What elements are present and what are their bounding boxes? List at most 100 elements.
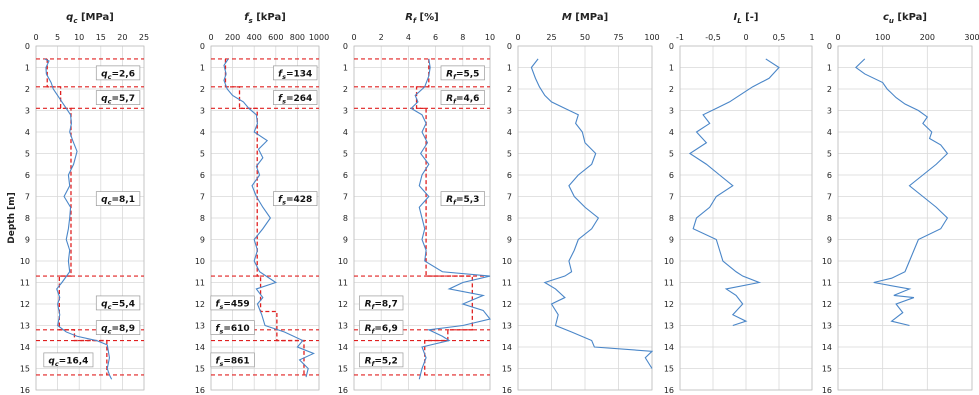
y-tick-label: 8	[669, 214, 674, 223]
y-tick-label: 3	[343, 107, 348, 116]
layer-label-box	[95, 90, 141, 105]
x-tick-label: 15	[96, 33, 106, 42]
y-tick-label: 1	[200, 64, 205, 73]
y-tick-label: 6	[343, 171, 348, 180]
label-symbol: q	[101, 69, 108, 79]
y-tick-label: 2	[200, 85, 205, 94]
x-tick-label: 0	[351, 33, 356, 42]
label-value: =610	[223, 324, 249, 334]
y-axis-label: Depth [m]	[7, 192, 17, 243]
label-symbol: R	[365, 356, 372, 366]
chart-title: qc [MPa]	[66, 12, 114, 25]
x-tick-label: 5	[55, 33, 60, 42]
layer-label-box	[359, 295, 404, 311]
label-symbol: R	[446, 195, 453, 205]
label-subscript: c	[108, 73, 112, 81]
label-subscript: c	[55, 360, 59, 368]
x-tick-label: 200	[920, 33, 935, 42]
chart-title: IL [-]	[734, 12, 759, 25]
label-subscript: c	[108, 98, 112, 106]
y-tick-label: 2	[669, 85, 674, 94]
layer-label-box	[359, 352, 404, 368]
label-value: =5,7	[111, 94, 134, 104]
y-tick-label: 2	[827, 85, 832, 94]
x-tick-label: 75	[613, 33, 623, 42]
title-unit: [-]	[742, 12, 759, 23]
layer-label-box	[95, 295, 141, 311]
y-tick-label: 11	[338, 279, 348, 288]
layer-label-box	[273, 191, 318, 206]
label-value: =8,9	[111, 324, 134, 334]
layer-label: qc=5,4	[101, 299, 135, 311]
label-symbol: q	[101, 195, 108, 205]
y-tick-label: 3	[507, 107, 512, 116]
y-tick-label: 16	[20, 386, 30, 395]
chart-panel-cu: cu [kPa]0 100 200 3000123456789101112131415…	[822, 12, 979, 395]
x-tick-label: 0	[515, 33, 520, 42]
y-tick-label: 14	[20, 343, 30, 352]
y-tick-label: 1	[827, 64, 832, 73]
x-tick-label: 100	[875, 33, 890, 42]
y-tick-label: 7	[669, 193, 674, 202]
y-tick-label: 15	[20, 365, 30, 374]
y-tick-label: 5	[507, 150, 512, 159]
y-tick-label: 15	[822, 365, 832, 374]
measured-profile-line	[410, 58, 491, 380]
y-tick-label: 15	[664, 365, 674, 374]
label-value: =16,4	[59, 356, 89, 366]
layer-label-box	[440, 191, 485, 206]
label-subscript: f	[453, 98, 457, 106]
label-subscript: f	[453, 73, 457, 81]
x-tick-label: 800	[290, 33, 305, 42]
y-tick-label: 5	[343, 150, 348, 159]
plot-area	[210, 45, 320, 391]
y-tick-label: 11	[195, 279, 205, 288]
layer-label-box	[273, 65, 318, 81]
y-tick-label: 11	[20, 279, 30, 288]
title-subscript: c	[73, 17, 78, 25]
y-tick-label: 14	[822, 343, 832, 352]
label-value: =861	[223, 356, 249, 366]
y-tick-label: 2	[507, 85, 512, 94]
layer-label: Rf=5,3	[446, 195, 479, 207]
y-tick-label: 14	[338, 343, 348, 352]
y-tick-label: 5	[25, 150, 30, 159]
y-tick-label: 9	[25, 236, 30, 245]
title-unit: [kPa]	[253, 12, 286, 23]
y-tick-label: 6	[25, 171, 30, 180]
layer-label: Rf=8,7	[365, 299, 398, 311]
title-subscript: s	[249, 17, 253, 25]
chart-title: cu [kPa]	[883, 12, 927, 25]
y-tick-label: 8	[200, 214, 205, 223]
label-symbol: R	[365, 299, 372, 309]
label-symbol: f	[278, 195, 283, 205]
y-tick-label: 3	[25, 107, 30, 116]
design-profile-line	[415, 58, 473, 375]
label-symbol: R	[446, 69, 453, 79]
label-subscript: s	[282, 199, 286, 207]
measured-profile-line	[223, 58, 315, 378]
y-tick-label: 13	[664, 322, 674, 331]
label-value: =5,3	[456, 195, 479, 205]
y-tick-label: 2	[25, 85, 30, 94]
layer-label: qc=8,9	[101, 324, 135, 336]
label-value: =6,9	[374, 324, 397, 334]
label-symbol: f	[278, 69, 283, 79]
label-subscript: s	[219, 303, 223, 311]
x-tick-label: 1000	[309, 33, 329, 42]
label-value: =5,4	[111, 299, 134, 309]
x-tick-label: 4	[406, 33, 411, 42]
y-tick-label: 5	[200, 150, 205, 159]
x-tick-label: 400	[247, 33, 262, 42]
chart-title: fs [kPa]	[244, 12, 286, 25]
layer-label-box	[43, 352, 94, 368]
layer-label: Rf=4,6	[446, 94, 479, 106]
label-subscript: s	[219, 360, 223, 368]
chart-panel-m: M [MPa]0 25 50 75 10001234567891011121314151…	[502, 12, 660, 395]
y-tick-label: 9	[507, 236, 512, 245]
label-symbol: q	[101, 299, 108, 309]
label-subscript: c	[108, 328, 112, 336]
x-tick-label: 0	[33, 33, 38, 42]
x-tick-label: -1	[676, 33, 684, 42]
